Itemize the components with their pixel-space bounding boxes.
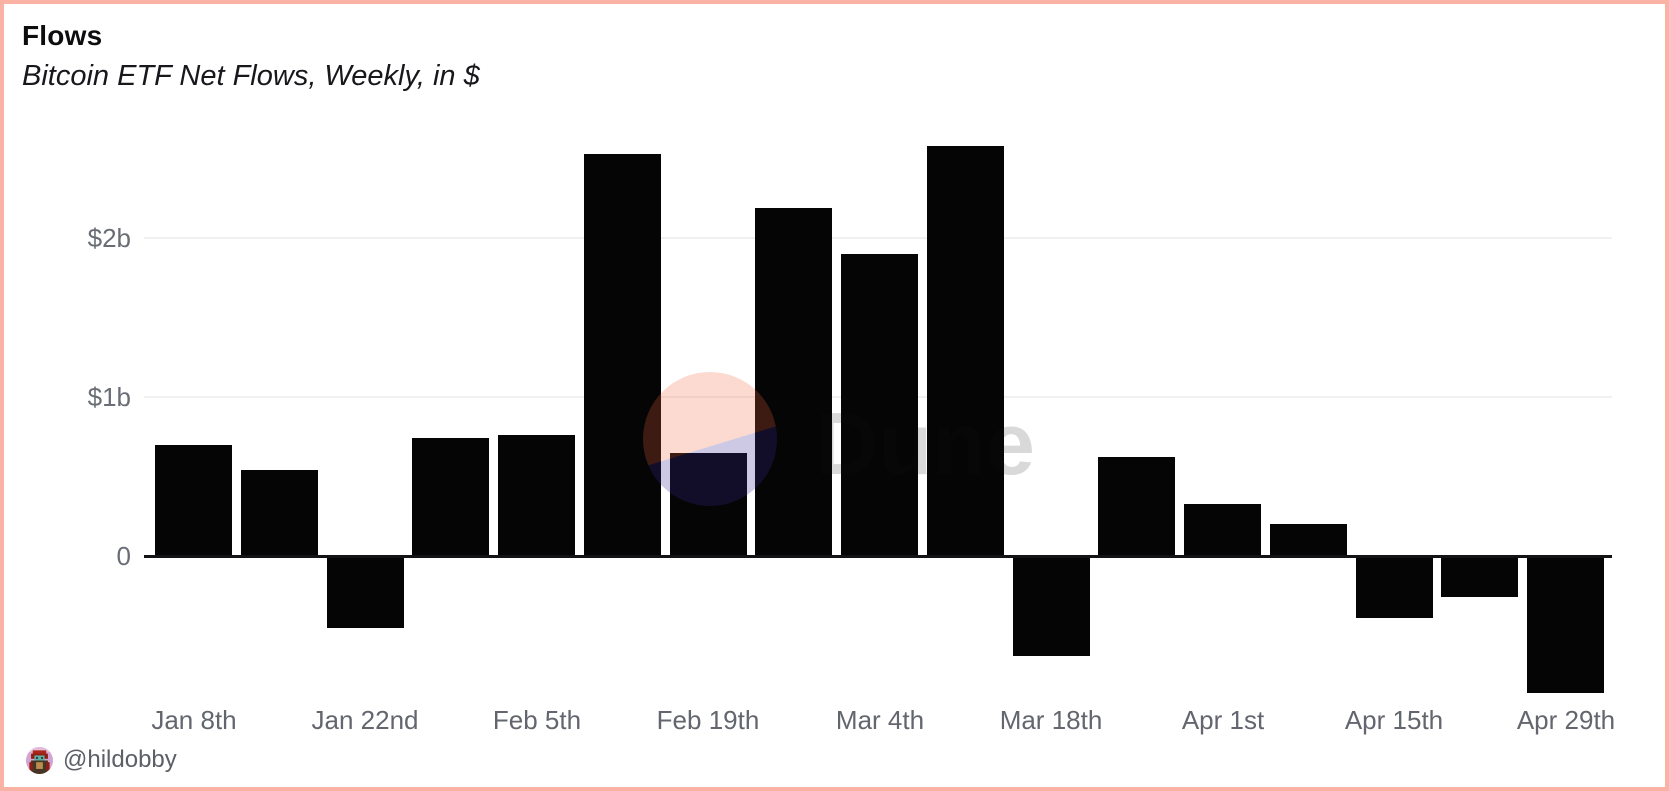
bar-apr-29th[interactable] [1527,556,1604,693]
bar-apr-1st[interactable] [1184,503,1261,556]
x-axis-tick-jan-8th: Jan 8th [151,705,237,735]
bar-jan-8th[interactable] [155,444,232,556]
bar-mar-25th[interactable] [1098,457,1175,556]
y-axis-tick-0: $2b [87,223,131,253]
x-axis-tick-apr-1st: Apr 1st [1181,705,1265,735]
bar-mar-11th[interactable] [927,145,1004,556]
bar-jan-15th[interactable] [241,470,318,556]
x-axis-tick-jan-22nd: Jan 22nd [311,705,419,735]
bar-jan-22nd[interactable] [327,556,404,628]
bar-feb-5th[interactable] [498,435,575,556]
gridline-2b [144,237,1612,239]
x-axis-tick-feb-5th: Feb 5th [492,705,582,735]
bar-feb-12th[interactable] [584,153,661,556]
author-avatar [26,746,53,774]
bar-feb-26th[interactable] [755,207,832,556]
bar-jan-29th[interactable] [412,438,489,556]
bar-mar-4th[interactable] [841,253,918,556]
x-axis-tick-apr-15th: Apr 15th [1344,705,1444,735]
x-axis-tick-feb-19th: Feb 19th [656,705,760,735]
bar-feb-19th[interactable] [670,452,747,556]
bar-mar-18th[interactable] [1013,556,1090,657]
dune-logo-watermark-icon [643,372,777,506]
chart-title: Flows [22,20,103,51]
y-axis-tick-2: 0 [116,541,131,571]
chart-subtitle: Bitcoin ETF Net Flows, Weekly, in $ [22,60,480,92]
dune-watermark-label: Dune [815,394,1035,493]
author-attribution: @hildobby [26,746,177,774]
author-handle: @hildobby [63,746,177,773]
bar-apr-8th[interactable] [1270,524,1347,556]
x-axis-tick-mar-18th: Mar 18th [999,705,1103,735]
bar-apr-22nd[interactable] [1441,556,1518,598]
x-axis-tick-apr-29th: Apr 29th [1516,705,1616,735]
zero-axis-line [144,555,1612,558]
y-axis-tick-1: $1b [87,382,131,412]
bar-apr-15th[interactable] [1356,556,1433,618]
x-axis-tick-mar-4th: Mar 4th [835,705,925,735]
